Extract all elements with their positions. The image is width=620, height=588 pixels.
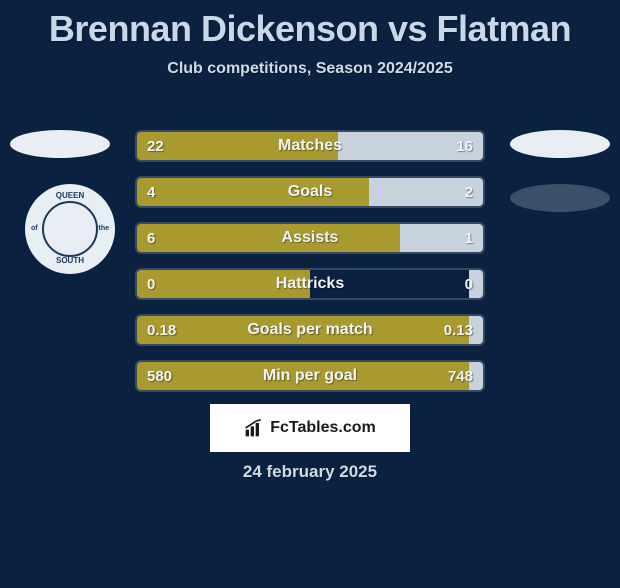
bar-value-left: 4	[147, 178, 155, 206]
comparison-bars: Matches22 16 Goals4 2 Assists6 1 Hattricks0 0 Go…	[135, 130, 485, 406]
page-title: Brennan Dickenson vs Flatman	[0, 8, 620, 50]
bar-value-right: 0.13	[444, 316, 473, 344]
bar-label: Matches	[137, 132, 483, 160]
bar-value-left: 0.18	[147, 316, 176, 344]
bar-value-right: 2	[465, 178, 473, 206]
badge-text-top: QUEEN	[56, 192, 84, 201]
bar-value-left: 580	[147, 362, 172, 390]
club-badge: QUEEN of the SOUTH	[25, 184, 115, 274]
bar-label: Goals	[137, 178, 483, 206]
bar-label: Min per goal	[137, 362, 483, 390]
bar-row: Matches22 16	[135, 130, 485, 162]
bar-label: Hattricks	[137, 270, 483, 298]
bar-row: Goals4 2	[135, 176, 485, 208]
bar-row: Hattricks0 0	[135, 268, 485, 300]
bar-value-right: 748	[448, 362, 473, 390]
logo-text: FcTables.com	[270, 419, 376, 437]
bar-label: Assists	[137, 224, 483, 252]
date-label: 24 february 2025	[0, 462, 620, 482]
bar-value-left: 0	[147, 270, 155, 298]
crest-placeholder-left	[10, 130, 110, 158]
source-logo: FcTables.com	[210, 404, 410, 452]
chart-icon	[244, 418, 264, 438]
bar-row: Goals per match0.18 0.13	[135, 314, 485, 346]
subtitle: Club competitions, Season 2024/2025	[0, 60, 620, 78]
bar-value-right: 16	[456, 132, 473, 160]
badge-text-left: of	[31, 225, 38, 233]
bar-label: Goals per match	[137, 316, 483, 344]
bar-value-left: 22	[147, 132, 164, 160]
bar-value-right: 1	[465, 224, 473, 252]
bar-value-right: 0	[465, 270, 473, 298]
badge-ring	[42, 201, 98, 257]
crest-placeholder-right-2	[510, 184, 610, 212]
crest-placeholder-right-1	[510, 130, 610, 158]
badge-text-bottom: SOUTH	[56, 257, 84, 266]
bar-value-left: 6	[147, 224, 155, 252]
bar-row: Assists6 1	[135, 222, 485, 254]
bar-row: Min per goal580 748	[135, 360, 485, 392]
badge-text-right: the	[99, 225, 110, 233]
